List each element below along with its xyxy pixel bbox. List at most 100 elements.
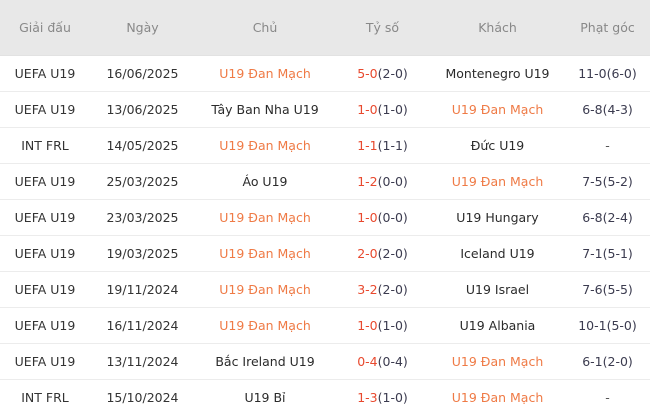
guest-team-name: U19 Albania <box>459 318 536 333</box>
cell-home-team[interactable]: U19 Đan Mạch <box>195 127 335 164</box>
column-header-date: Ngày <box>90 0 195 56</box>
corner-value: 7-1(5-1) <box>582 246 633 261</box>
cell-date: 15/10/2024 <box>90 379 195 415</box>
cell-date: 19/11/2024 <box>90 271 195 308</box>
cell-date: 13/11/2024 <box>90 343 195 380</box>
cell-league: UEFA U19 <box>0 343 90 380</box>
cell-score[interactable]: 1-2(0-0) <box>335 163 430 200</box>
corner-value: 7-5(5-2) <box>582 174 633 189</box>
table-row[interactable]: UEFA U19 23/03/2025 U19 Đan Mạch 1-0(0-0) U1… <box>0 199 650 236</box>
column-header-league: Giải đấu <box>0 0 90 56</box>
table-row[interactable]: UEFA U19 19/03/2025 U19 Đan Mạch 2-0(2-0) Ic… <box>0 235 650 272</box>
cell-guest-team[interactable]: Iceland U19 <box>430 235 565 272</box>
cell-corner: 7-6(5-5) <box>565 271 650 308</box>
guest-team-name: Montenegro U19 <box>445 66 550 81</box>
cell-home-team[interactable]: U19 Đan Mạch <box>195 199 335 236</box>
cell-guest-team[interactable]: U19 Đan Mạch <box>430 343 565 380</box>
guest-team-name: U19 Đan Mạch <box>451 354 544 369</box>
guest-team-name: Đức U19 <box>470 138 525 153</box>
cell-score[interactable]: 1-3(1-0) <box>335 379 430 415</box>
cell-guest-team[interactable]: U19 Đan Mạch <box>430 91 565 128</box>
table-row[interactable]: UEFA U19 13/11/2024 Bắc Ireland U19 0-4(0-4… <box>0 343 650 380</box>
cell-corner: 10-1(5-0) <box>565 307 650 344</box>
cell-date: 13/06/2025 <box>90 91 195 128</box>
cell-date: 16/11/2024 <box>90 307 195 344</box>
score-fulltime: 1-1 <box>357 138 378 153</box>
score-fulltime: 1-3 <box>357 390 378 405</box>
cell-guest-team[interactable]: U19 Albania <box>430 307 565 344</box>
guest-team-name: Iceland U19 <box>460 246 535 261</box>
score-halftime: (0-0) <box>377 210 408 225</box>
cell-home-team[interactable]: Áo U19 <box>195 163 335 200</box>
cell-guest-team[interactable]: U19 Đan Mạch <box>430 379 565 415</box>
score-fulltime: 1-2 <box>357 174 378 189</box>
cell-league: INT FRL <box>0 127 90 164</box>
column-header-corner: Phạt góc <box>565 0 650 56</box>
cell-guest-team[interactable]: U19 Đan Mạch <box>430 163 565 200</box>
cell-guest-team[interactable]: U19 Hungary <box>430 199 565 236</box>
cell-corner: 6-8(2-4) <box>565 199 650 236</box>
home-team-name: U19 Đan Mạch <box>219 246 311 261</box>
table-row[interactable]: INT FRL 15/10/2024 U19 Bỉ 1-3(1-0) U19 Đan M… <box>0 379 650 415</box>
cell-home-team[interactable]: U19 Đan Mạch <box>195 55 335 92</box>
score-halftime: (0-4) <box>377 354 408 369</box>
table-row[interactable]: UEFA U19 16/06/2025 U19 Đan Mạch 5-0(2-0) Mo… <box>0 55 650 92</box>
cell-home-team[interactable]: Tây Ban Nha U19 <box>195 91 335 128</box>
cell-score[interactable]: 1-1(1-1) <box>335 127 430 164</box>
score-halftime: (2-0) <box>377 66 408 81</box>
table-row[interactable]: UEFA U19 19/11/2024 U19 Đan Mạch 3-2(2-0) U1… <box>0 271 650 308</box>
corner-value: - <box>605 390 610 405</box>
table-row[interactable]: UEFA U19 16/11/2024 U19 Đan Mạch 1-0(1-0) U1… <box>0 307 650 344</box>
score-halftime: (1-0) <box>377 390 408 405</box>
table-row[interactable]: UEFA U19 13/06/2025 Tây Ban Nha U19 1-0(1-0… <box>0 91 650 128</box>
cell-date: 16/06/2025 <box>90 55 195 92</box>
score-fulltime: 1-0 <box>357 102 378 117</box>
corner-value: 7-6(5-5) <box>582 282 633 297</box>
cell-score[interactable]: 5-0(2-0) <box>335 55 430 92</box>
cell-home-team[interactable]: U19 Bỉ <box>195 379 335 415</box>
score-fulltime: 1-0 <box>357 210 378 225</box>
cell-corner: - <box>565 379 650 415</box>
cell-league: UEFA U19 <box>0 91 90 128</box>
home-team-name: Bắc Ireland U19 <box>215 354 315 369</box>
cell-home-team[interactable]: U19 Đan Mạch <box>195 307 335 344</box>
score-halftime: (1-0) <box>377 318 408 333</box>
cell-guest-team[interactable]: Montenegro U19 <box>430 55 565 92</box>
corner-value: - <box>605 138 610 153</box>
cell-score[interactable]: 3-2(2-0) <box>335 271 430 308</box>
score-halftime: (2-0) <box>377 246 408 261</box>
table-row[interactable]: UEFA U19 25/03/2025 Áo U19 1-2(0-0) U19 Đan … <box>0 163 650 200</box>
cell-score[interactable]: 1-0(1-0) <box>335 91 430 128</box>
cell-home-team[interactable]: U19 Đan Mạch <box>195 235 335 272</box>
cell-corner: 11-0(6-0) <box>565 55 650 92</box>
cell-score[interactable]: 0-4(0-4) <box>335 343 430 380</box>
corner-value: 10-1(5-0) <box>578 318 637 333</box>
cell-date: 14/05/2025 <box>90 127 195 164</box>
cell-corner: 6-1(2-0) <box>565 343 650 380</box>
cell-home-team[interactable]: U19 Đan Mạch <box>195 271 335 308</box>
corner-value: 6-1(2-0) <box>582 354 633 369</box>
cell-league: INT FRL <box>0 379 90 415</box>
cell-corner: - <box>565 127 650 164</box>
guest-team-name: U19 Hungary <box>456 210 539 225</box>
home-team-name: U19 Đan Mạch <box>219 318 311 333</box>
home-team-name: Tây Ban Nha U19 <box>211 102 319 117</box>
cell-date: 25/03/2025 <box>90 163 195 200</box>
cell-guest-team[interactable]: U19 Israel <box>430 271 565 308</box>
cell-guest-team[interactable]: Đức U19 <box>430 127 565 164</box>
score-fulltime: 2-0 <box>357 246 378 261</box>
table-body: UEFA U19 16/06/2025 U19 Đan Mạch 5-0(2-0) Mo… <box>0 55 650 415</box>
cell-score[interactable]: 2-0(2-0) <box>335 235 430 272</box>
home-team-name: Áo U19 <box>242 174 288 189</box>
score-fulltime: 5-0 <box>357 66 378 81</box>
cell-score[interactable]: 1-0(0-0) <box>335 199 430 236</box>
cell-corner: 7-1(5-1) <box>565 235 650 272</box>
table-header: Giải đấu Ngày Chủ Tỷ số Khách Phạt góc <box>0 0 650 56</box>
home-team-name: U19 Đan Mạch <box>219 66 311 81</box>
cell-score[interactable]: 1-0(1-0) <box>335 307 430 344</box>
table-row[interactable]: INT FRL 14/05/2025 U19 Đan Mạch 1-1(1-1) Đức… <box>0 127 650 164</box>
score-fulltime: 3-2 <box>357 282 378 297</box>
cell-home-team[interactable]: Bắc Ireland U19 <box>195 343 335 380</box>
guest-team-name: U19 Israel <box>465 282 530 297</box>
